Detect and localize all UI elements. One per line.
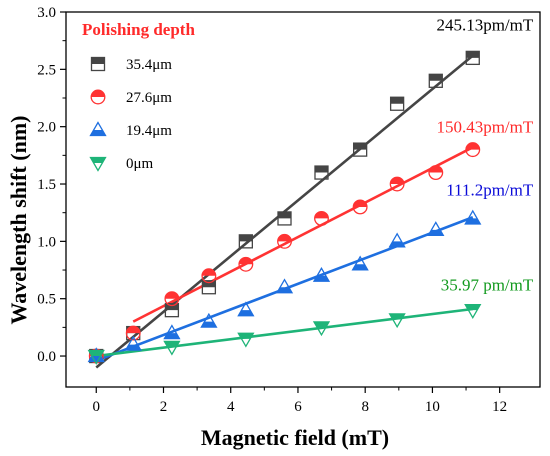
data-point [428, 165, 444, 181]
data-point [465, 142, 481, 158]
data-point [312, 266, 331, 282]
data-point [388, 313, 406, 329]
data-point [277, 211, 292, 226]
data-point [388, 232, 406, 248]
data-point [237, 332, 255, 348]
legend-marker-2 [89, 121, 107, 137]
y-tick-label: 0.0 [37, 349, 56, 365]
data-point [275, 278, 294, 294]
plot-frame [65, 11, 541, 388]
x-tick-label: 2 [160, 399, 168, 415]
data-point [238, 256, 254, 272]
y-tick-label: 1.5 [37, 177, 56, 193]
data-point [352, 199, 368, 215]
legend-marker-1 [90, 89, 106, 105]
x-tick-label: 12 [492, 399, 507, 415]
data-point [163, 324, 181, 340]
slope-annotation-3: 35.97 pm/mT [441, 276, 534, 295]
slope-annotation-2: 111.2pm/mT [446, 180, 534, 199]
data-point [428, 73, 443, 88]
slope-annotation-1: 150.43pm/mT [436, 117, 533, 136]
data-point [238, 234, 254, 249]
x-tick-label: 6 [294, 399, 302, 415]
data-point [314, 165, 329, 180]
data-point [87, 349, 105, 365]
legend-title: Polishing depth [82, 20, 195, 39]
data-point [164, 291, 180, 307]
x-tick-label: 10 [425, 399, 440, 415]
y-tick-label: 1.0 [37, 234, 56, 250]
data-point [124, 335, 142, 351]
fit-line-3 [96, 307, 473, 358]
data-point [389, 176, 405, 192]
data-point [351, 255, 369, 271]
data-point [314, 210, 329, 226]
x-axis-title: Magnetic field (mT) [201, 425, 389, 450]
data-point [201, 280, 217, 295]
data-point [465, 50, 480, 66]
legend-marker-0 [90, 56, 106, 72]
data-point [464, 209, 482, 225]
data-point [237, 301, 255, 317]
y-tick-label: 2.5 [37, 62, 56, 78]
legend-label-2: 19.4μm [126, 123, 172, 139]
slope-annotation-0: 245.13pm/mT [436, 15, 533, 34]
legend-label-1: 27.6μm [126, 90, 172, 106]
y-axis-title: Wavelength shift (nm) [6, 116, 31, 325]
data-point [464, 304, 482, 319]
data-point [352, 142, 368, 157]
data-point [164, 303, 180, 318]
legend-label-3: 0μm [126, 156, 154, 172]
data-point [312, 321, 331, 337]
data-point [201, 268, 217, 284]
x-tick-label: 8 [361, 399, 369, 415]
data-point [389, 96, 405, 111]
fit-line-1 [132, 146, 474, 323]
data-point [427, 221, 445, 237]
data-point [125, 325, 141, 341]
legend-label-0: 35.4μm [126, 57, 172, 73]
x-tick-label: 4 [227, 399, 235, 415]
data-point [163, 340, 181, 356]
y-tick-label: 3.0 [37, 5, 56, 21]
data-point [277, 233, 292, 249]
data-point [200, 312, 218, 328]
legend-marker-3 [89, 156, 107, 172]
y-tick-label: 0.5 [37, 292, 56, 308]
y-tick-label: 2.0 [37, 120, 56, 136]
x-tick-label: 0 [93, 399, 101, 415]
